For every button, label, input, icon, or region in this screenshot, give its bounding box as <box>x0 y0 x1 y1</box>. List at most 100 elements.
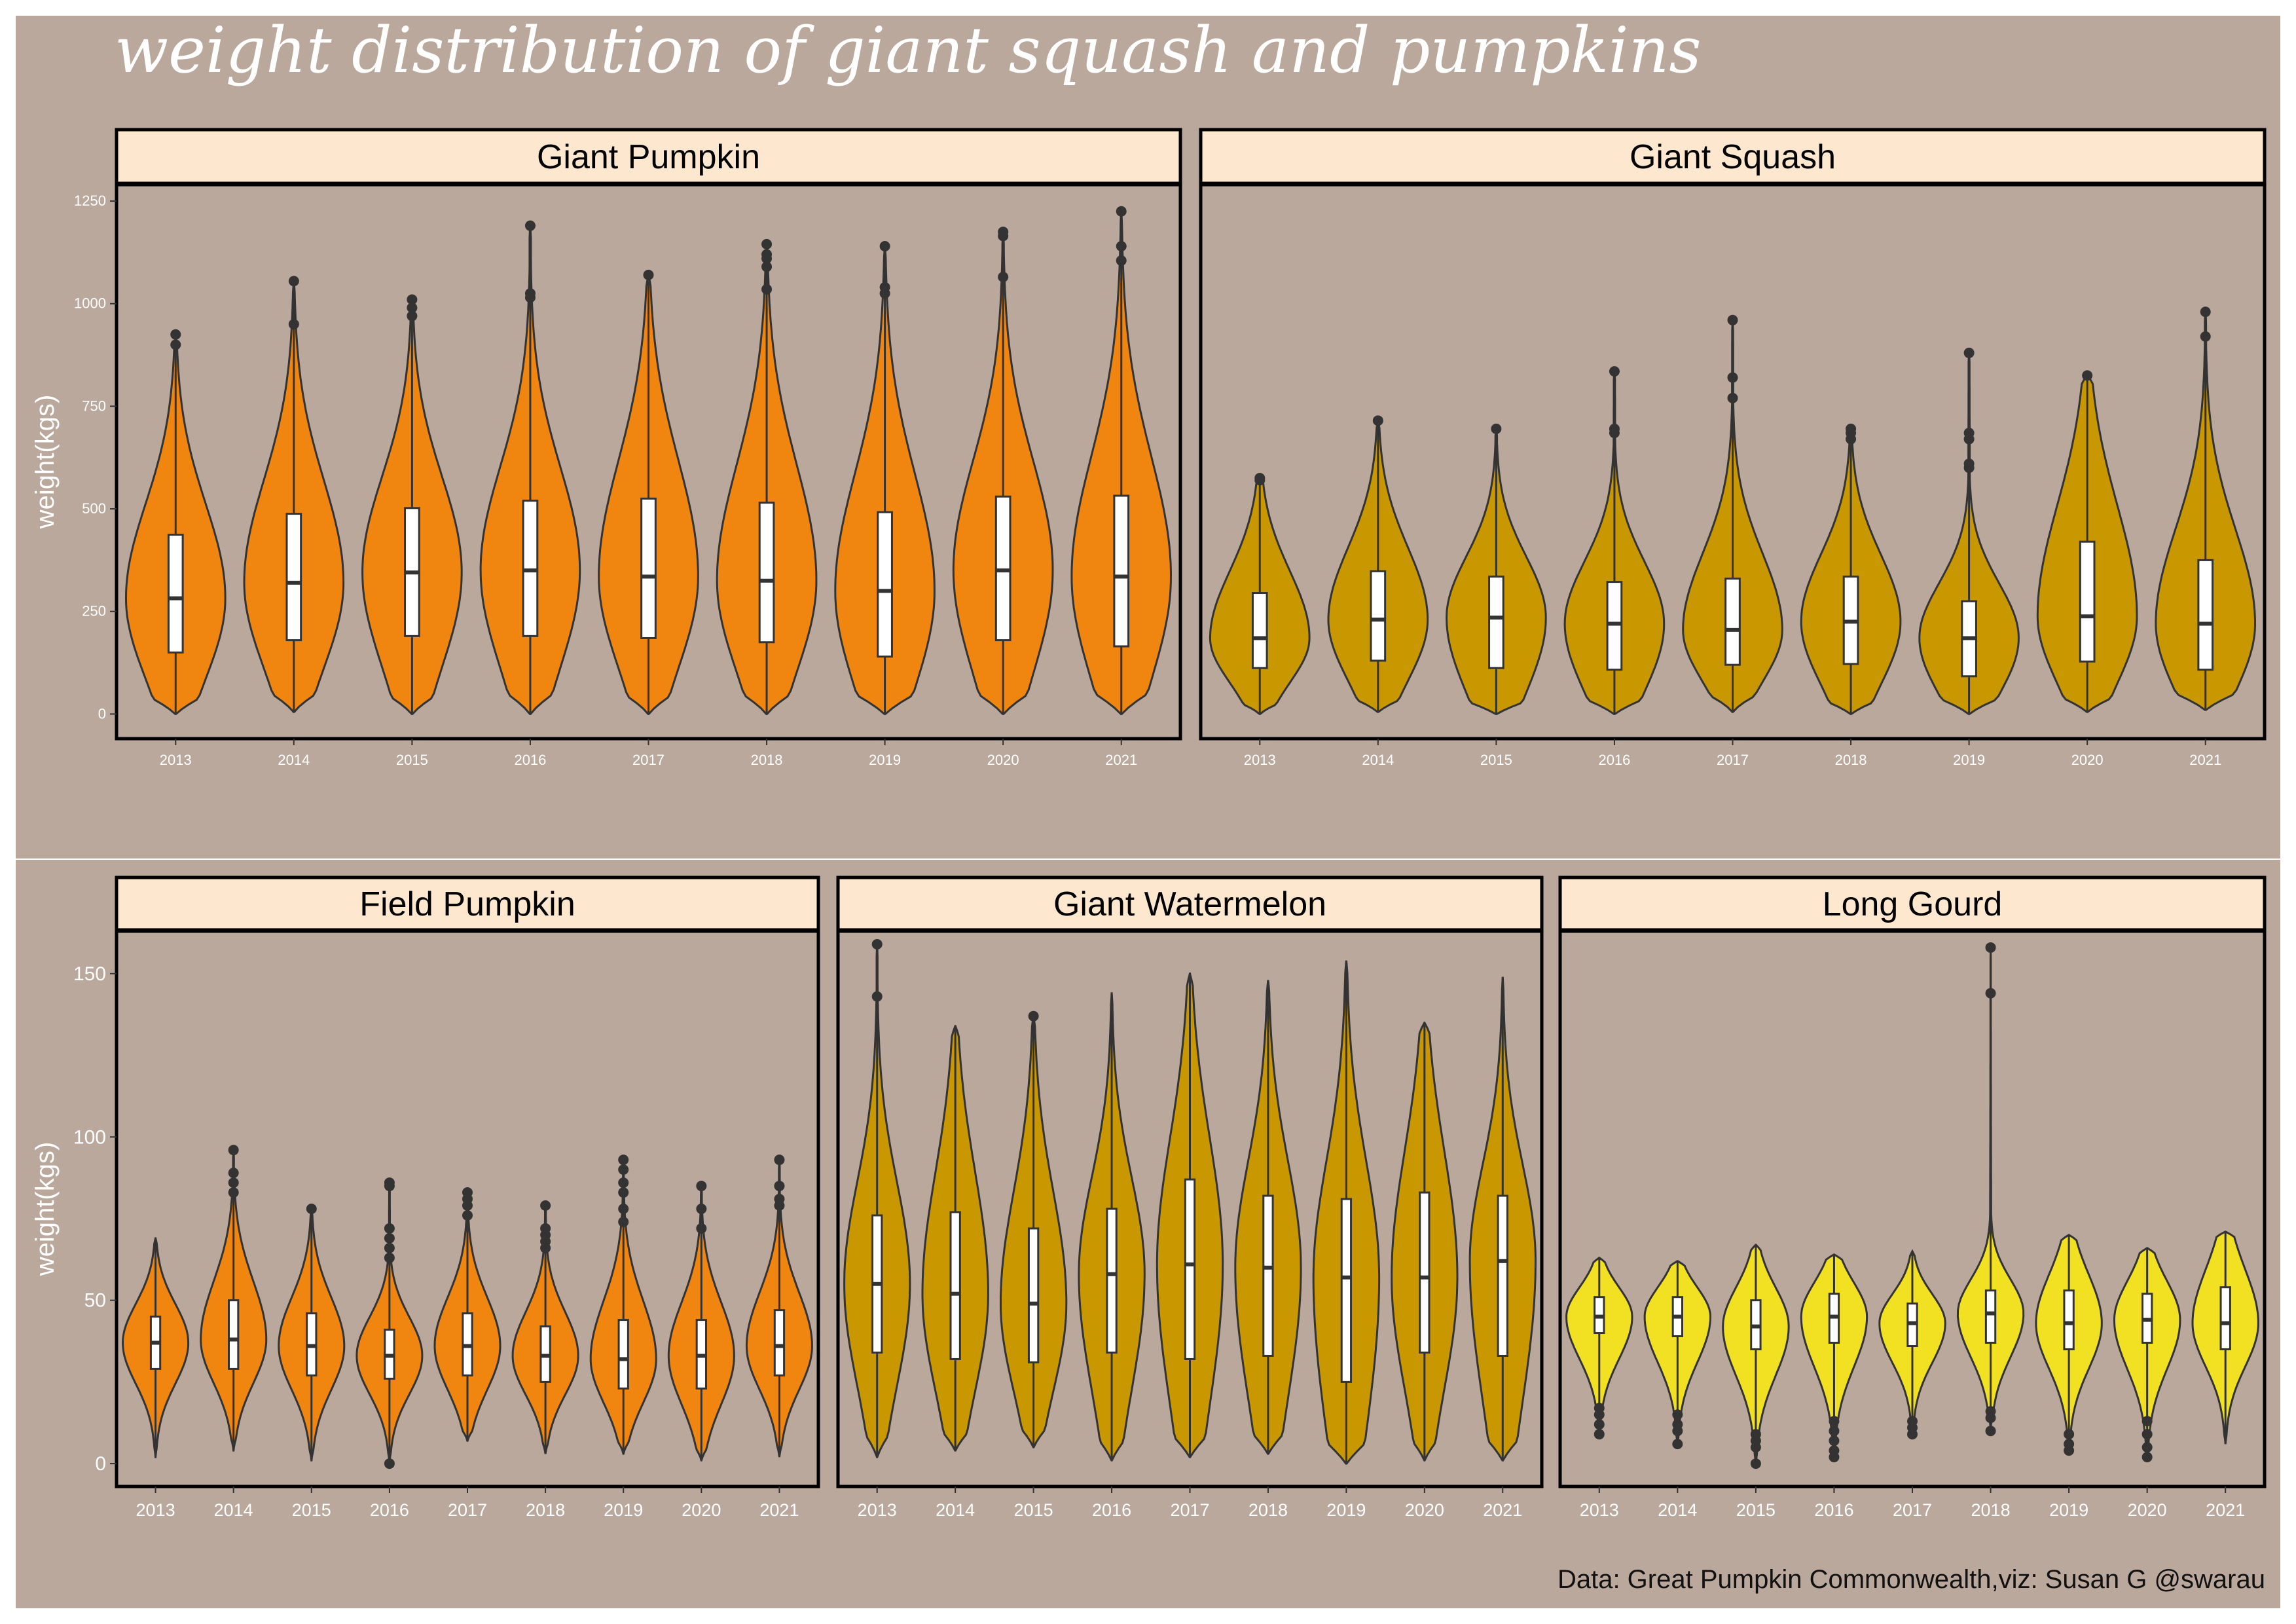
box-2017 <box>640 497 657 639</box>
x-tick-label: 2015 <box>1480 752 1512 768</box>
outlier-point <box>643 269 654 280</box>
outlier-point <box>407 294 418 305</box>
outlier-point <box>2064 1439 2075 1450</box>
y-tick-label: 750 <box>82 397 106 414</box>
x-tick-label: 2013 <box>858 1500 897 1520</box>
box-2014 <box>285 513 302 642</box>
outlier-point <box>1829 1435 1840 1447</box>
outlier-point <box>1963 347 1975 358</box>
x-tick-label: 2013 <box>1244 752 1276 768</box>
facet-strip <box>836 876 1544 932</box>
outlier-point <box>1829 1426 1840 1437</box>
outlier-point <box>774 1194 785 1205</box>
outlier-point <box>524 288 536 299</box>
y-tick-label: 0 <box>95 1453 106 1475</box>
y-tick-label: 1250 <box>74 193 106 209</box>
outlier-point <box>1594 1419 1605 1430</box>
x-tick-label: 2014 <box>1658 1500 1697 1520</box>
outlier-point <box>2082 370 2093 381</box>
box-2020 <box>1419 1191 1430 1354</box>
outlier-point <box>1907 1416 1918 1427</box>
y-tick-label: 100 <box>73 1126 106 1148</box>
outlier-point <box>1672 1439 1683 1450</box>
x-tick-label: 2018 <box>1971 1500 2011 1520</box>
outlier-point <box>1985 1426 1996 1437</box>
outlier-point <box>1672 1419 1683 1430</box>
box-2017 <box>1184 1178 1196 1360</box>
x-tick-label: 2021 <box>2206 1500 2245 1520</box>
box-2019 <box>877 511 893 658</box>
box-2013 <box>167 534 184 654</box>
outlier-point <box>696 1223 707 1234</box>
outlier-point <box>540 1200 551 1211</box>
outlier-point <box>1727 392 1738 403</box>
outlier-point <box>1254 473 1266 484</box>
outlier-point <box>288 319 299 330</box>
x-tick-label: 2018 <box>751 752 783 768</box>
box-2019 <box>2063 1289 2075 1350</box>
outlier-point <box>462 1209 473 1221</box>
box-2021 <box>773 1309 786 1376</box>
x-tick-label: 2014 <box>214 1500 253 1520</box>
outlier-point <box>228 1145 239 1156</box>
box-2014 <box>1370 570 1387 662</box>
outlier-point <box>1028 1010 1039 1022</box>
facet-label: Long Gourd <box>1823 885 2003 923</box>
x-tick-label: 2015 <box>396 752 428 768</box>
x-tick-label: 2017 <box>448 1500 487 1520</box>
panel-long-gourd: Long Gourd 2013 2014 2015 2016 2017 2018 2019 20… <box>1558 876 2267 1520</box>
x-tick-label: 2019 <box>1326 1500 1366 1520</box>
outlier-point <box>696 1204 707 1214</box>
outlier-point <box>1727 372 1738 383</box>
outlier-point <box>761 261 773 272</box>
outlier-point <box>1846 423 1857 434</box>
outlier-point <box>618 1164 629 1175</box>
outlier-point <box>2141 1429 2153 1440</box>
outlier-point <box>170 329 181 340</box>
outlier-point <box>540 1223 551 1234</box>
outlier-point <box>774 1181 785 1192</box>
outlier-point <box>2200 331 2211 342</box>
box-2013 <box>1251 592 1268 669</box>
outlier-point <box>306 1204 317 1214</box>
outlier-point <box>618 1154 629 1166</box>
outlier-point <box>1116 241 1127 251</box>
x-tick-label: 2015 <box>1736 1500 1776 1520</box>
panel-giant-watermelon: Giant Watermelon 2013 2014 2015 2016 2017 2018… <box>836 876 1544 1520</box>
x-tick-label: 2014 <box>1362 752 1394 768</box>
x-tick-label: 2020 <box>2071 752 2104 768</box>
box-2020 <box>2079 540 2096 663</box>
outlier-point <box>1372 415 1383 426</box>
outlier-point <box>696 1181 707 1192</box>
panel-giant-squash: Giant Squash 2013 2014 2015 2016 2017 2018 2019… <box>1199 128 2267 768</box>
facet-label: Giant Watermelon <box>1053 885 1326 923</box>
outlier-point <box>761 238 773 249</box>
outlier-point <box>1963 428 1975 439</box>
x-tick-label: 2021 <box>759 1500 799 1520</box>
box-2015 <box>1027 1227 1040 1363</box>
outlier-point <box>1963 458 1975 470</box>
box-2018 <box>1984 1289 1997 1344</box>
outlier-point <box>384 1232 395 1244</box>
x-tick-label: 2018 <box>1835 752 1867 768</box>
outlier-point <box>998 227 1009 238</box>
box-2017 <box>1724 578 1741 666</box>
caption: Data: Great Pumpkin Commonwealth,viz: Su… <box>1558 1565 2265 1594</box>
y-tick-label: 500 <box>82 500 106 517</box>
y-axis-label: weight(kgs) <box>31 395 60 530</box>
box-2018 <box>1262 1194 1274 1357</box>
outlier-point <box>761 284 773 295</box>
outlier-point <box>1985 1406 1996 1417</box>
box-2014 <box>949 1211 961 1360</box>
outlier-point <box>384 1177 395 1189</box>
box-2019 <box>617 1319 629 1390</box>
facet-label: Giant Pumpkin <box>537 138 760 176</box>
outlier-point <box>1672 1409 1683 1420</box>
x-tick-label: 2014 <box>936 1500 975 1520</box>
x-tick-label: 2013 <box>1580 1500 1619 1520</box>
box-2021 <box>1113 494 1130 648</box>
box-2016 <box>522 500 539 637</box>
outlier-point <box>170 339 181 350</box>
y-tick-label: 250 <box>82 603 106 619</box>
